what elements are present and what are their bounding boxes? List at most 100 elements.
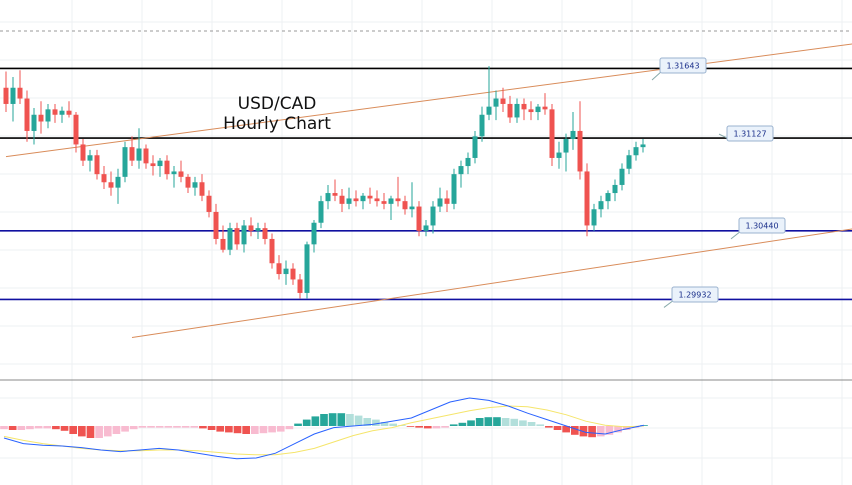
candle-body	[129, 147, 135, 161]
macd-histogram-bar	[484, 417, 493, 426]
horizontal-levels	[0, 30, 852, 301]
macd-histogram-bar	[328, 413, 337, 426]
candle-body	[213, 211, 219, 239]
macd-histogram-bar	[346, 414, 354, 426]
macd-histogram-bar	[207, 426, 216, 430]
candle-body	[451, 174, 457, 204]
candle-body	[59, 110, 65, 115]
trend-line	[131, 228, 852, 338]
candle-body	[598, 201, 604, 210]
candle-body	[612, 184, 618, 194]
macd-histogram-bar	[121, 426, 129, 432]
candle-body	[45, 109, 51, 122]
candle-body	[192, 182, 198, 188]
candle-body	[269, 238, 275, 264]
chart-title: USD/CAD Hourly Chart	[222, 94, 332, 134]
candle-body	[17, 87, 23, 99]
macd-histogram-bar	[242, 426, 250, 434]
macd-histogram-bar	[199, 426, 207, 429]
macd-histogram-bar	[596, 426, 605, 437]
candle-body	[353, 198, 359, 202]
candle-body	[374, 198, 380, 202]
level-label-text: 1.31643	[666, 62, 699, 71]
level-label: 1.29932	[663, 286, 719, 308]
macd-histogram-bar	[60, 426, 69, 431]
candle-body	[31, 114, 37, 131]
candle-body	[395, 198, 401, 202]
macd-pane	[0, 397, 648, 460]
candle-body	[255, 228, 261, 231]
macd-histogram-bar	[467, 420, 475, 426]
candle-body	[227, 228, 233, 250]
macd-histogram-bar	[78, 426, 86, 437]
candle-body	[367, 195, 373, 199]
macd-histogram-bar	[519, 420, 527, 426]
candle-body	[430, 206, 436, 226]
candle-body	[563, 139, 569, 153]
macd-histogram-bar	[155, 426, 164, 428]
candle-body	[388, 198, 394, 204]
candle-body	[416, 206, 422, 231]
candle-body	[101, 174, 107, 183]
candle-body	[381, 201, 387, 204]
candle-body	[318, 201, 324, 223]
level-label-box	[738, 217, 786, 234]
candle-body	[178, 171, 184, 177]
candle-body	[122, 147, 128, 177]
macd-histogram-bar	[406, 426, 415, 427]
macd-histogram-bar	[441, 426, 449, 428]
candle-body	[52, 109, 58, 115]
macd-histogram-bar	[302, 419, 311, 426]
macd-histogram-bar	[475, 418, 484, 426]
macd-histogram-bar	[570, 426, 579, 435]
candle-body	[360, 195, 366, 202]
candle-body	[584, 171, 590, 226]
macd-histogram-bar	[69, 426, 78, 434]
macd-histogram-bar	[43, 426, 52, 429]
candle-body	[206, 195, 212, 212]
macd-histogram-bar	[233, 426, 242, 434]
candle-body	[3, 87, 9, 104]
candle-body	[241, 225, 247, 245]
macd-histogram-bar	[129, 426, 138, 430]
candle-body	[633, 147, 639, 156]
candle-body	[591, 209, 597, 226]
candle-body	[444, 198, 450, 204]
macd-histogram-bar	[493, 417, 501, 426]
macd-histogram-bar	[173, 426, 181, 428]
candle-body	[521, 103, 527, 110]
candle-body	[157, 160, 163, 167]
macd-histogram-bar	[112, 426, 121, 434]
macd-histogram-bar	[181, 426, 190, 428]
macd-histogram-bar	[415, 426, 423, 428]
candlesticks	[3, 66, 646, 299]
macd-histogram-bar	[588, 426, 596, 438]
macd-histogram-bar	[285, 426, 294, 430]
candle-body	[234, 228, 240, 245]
candle-body	[542, 106, 548, 110]
candle-body	[479, 114, 485, 137]
candle-body	[332, 193, 338, 196]
candle-body	[38, 114, 44, 122]
macd-histogram-bar	[363, 418, 372, 426]
macd-histogram-bar	[225, 426, 233, 433]
candle-body	[24, 98, 30, 131]
candle-body	[185, 176, 191, 188]
candle-body	[283, 268, 289, 275]
candle-body	[500, 98, 506, 104]
macd-histogram-bar	[545, 426, 553, 428]
candle-body	[94, 155, 100, 175]
candle-body	[171, 171, 177, 175]
candle-body	[325, 193, 331, 202]
candle-body	[304, 244, 310, 293]
level-label: 1.31127	[718, 125, 774, 142]
level-label: 1.31643	[651, 57, 707, 81]
candle-body	[262, 228, 268, 239]
candle-body	[220, 238, 226, 250]
candle-body	[528, 109, 534, 113]
candle-body	[549, 109, 555, 158]
macd-histogram-bar	[432, 426, 441, 429]
candle-body	[199, 182, 205, 196]
candle-body	[150, 163, 156, 167]
